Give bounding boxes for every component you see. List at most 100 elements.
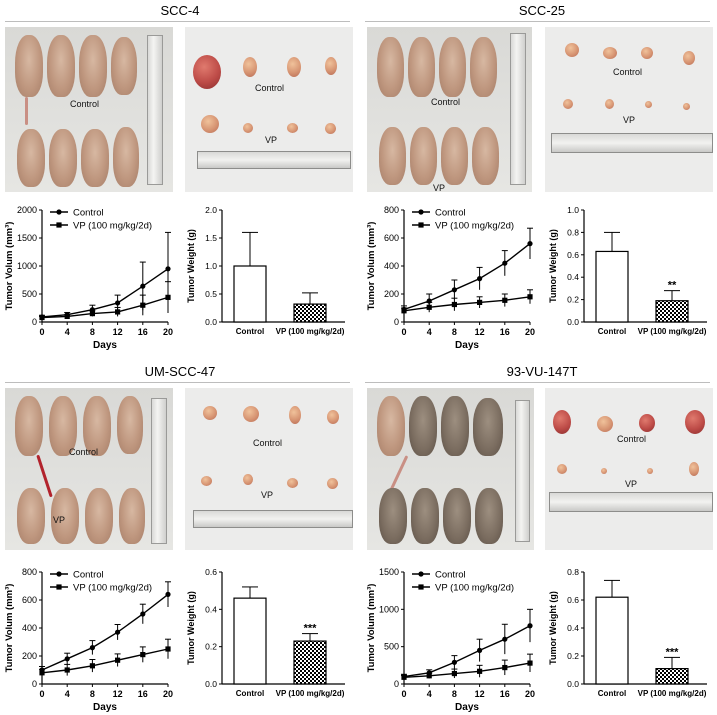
legend-label: VP (100 mg/kg/2d) xyxy=(73,221,152,232)
legend-marker xyxy=(56,222,62,228)
data-point xyxy=(115,629,121,635)
title-divider xyxy=(365,382,710,383)
mouse xyxy=(473,398,503,456)
series-line xyxy=(41,593,169,671)
y-tick-label: 1000 xyxy=(379,604,399,614)
tumor xyxy=(201,115,219,133)
mouse xyxy=(47,35,75,97)
tumor xyxy=(645,101,652,108)
x-tick-label: 20 xyxy=(525,689,535,699)
bar-chart-scc25: 0.0 0.2 0.4 0.6 0.8 1.0 Tumor Weight (g) Contro… xyxy=(548,205,707,336)
tumor xyxy=(287,57,301,77)
y-tick-label: 0 xyxy=(32,317,37,327)
title-divider xyxy=(5,382,350,383)
legend-label: Control xyxy=(435,208,466,219)
y-axis-label: Tumor Weight (g) xyxy=(548,591,558,665)
title-divider xyxy=(365,21,710,22)
photo-label-vp: VP xyxy=(53,515,66,525)
tumor xyxy=(287,478,298,488)
mouse xyxy=(379,127,406,185)
tumor xyxy=(327,478,338,489)
legend-marker xyxy=(418,222,424,228)
photo-label-vp: VP xyxy=(625,479,638,489)
data-point xyxy=(89,663,95,669)
bar xyxy=(233,265,267,323)
x-tick-label: 0 xyxy=(401,689,406,699)
y-tick-label: 0.2 xyxy=(205,642,217,652)
tumor xyxy=(605,99,614,109)
tumor xyxy=(325,123,336,134)
y-tick-label: 0.6 xyxy=(205,567,217,577)
tumor xyxy=(201,476,212,486)
mouse xyxy=(408,37,435,97)
x-axis-label: Days xyxy=(93,340,117,351)
x-tick-label: Control xyxy=(236,689,264,698)
mouse xyxy=(475,488,503,544)
data-point xyxy=(140,652,146,658)
legend-marker xyxy=(418,209,424,215)
data-point xyxy=(64,656,70,662)
y-axis-label: Tumor Volum (mm³) xyxy=(4,222,15,311)
x-tick-label: 0 xyxy=(39,689,44,699)
mouse xyxy=(377,396,405,456)
photo-label-vp: VP xyxy=(265,135,278,145)
data-point xyxy=(89,311,95,317)
tumor xyxy=(203,406,217,420)
y-tick-label: 0.6 xyxy=(567,250,579,260)
tumor-photo: Control VP xyxy=(545,388,713,550)
tumor xyxy=(243,57,257,77)
data-point xyxy=(89,645,95,651)
photo-label-control: Control xyxy=(617,434,647,444)
photo-label-control: Control xyxy=(69,447,99,457)
mouse xyxy=(15,396,43,456)
tumor xyxy=(565,43,579,57)
y-axis-label: Tumor Weight (g) xyxy=(186,229,196,303)
significance-label: *** xyxy=(304,623,318,635)
tumor xyxy=(601,468,607,474)
legend-marker xyxy=(56,584,62,590)
x-tick-label: 4 xyxy=(65,689,70,699)
legend-label: VP (100 mg/kg/2d) xyxy=(73,583,152,594)
legend-marker xyxy=(56,571,62,577)
y-tick-label: 2000 xyxy=(17,205,37,215)
mice-photo: Control VP xyxy=(367,27,532,192)
tumor xyxy=(325,57,337,75)
y-tick-label: 200 xyxy=(22,651,37,661)
data-point xyxy=(140,302,146,308)
data-point xyxy=(115,657,121,663)
data-point xyxy=(502,260,508,266)
mouse xyxy=(443,488,471,544)
x-tick-label: 20 xyxy=(163,327,173,337)
x-tick-label: 12 xyxy=(475,327,485,337)
x-tick-label: VP (100 mg/kg/2d) xyxy=(638,327,707,336)
mouse xyxy=(83,396,111,456)
tumor xyxy=(289,406,301,424)
tumor xyxy=(689,462,699,476)
bar-chart-scc4: 0.0 0.5 1.0 1.5 2.0 Tumor Weight (g) Control VP… xyxy=(186,205,345,336)
data-point xyxy=(451,670,457,677)
y-tick-label: 0.4 xyxy=(567,623,579,633)
legend-label: Control xyxy=(73,570,104,581)
legend-marker xyxy=(418,571,424,577)
mice-photo: Control VP xyxy=(5,388,173,550)
y-tick-label: 600 xyxy=(384,233,399,243)
mouse xyxy=(79,35,107,97)
x-tick-label: 8 xyxy=(90,327,95,337)
panel-title-scc25: SCC-25 xyxy=(518,3,566,18)
mouse xyxy=(49,396,77,456)
mouse xyxy=(113,127,139,187)
mouse xyxy=(409,396,437,456)
y-tick-label: 800 xyxy=(384,205,399,215)
photo-label-control: Control xyxy=(255,83,285,93)
y-tick-label: 1500 xyxy=(17,233,37,243)
x-tick-label: 4 xyxy=(427,327,432,337)
y-tick-label: 0.2 xyxy=(567,295,579,305)
tumor-photo: Control VP xyxy=(185,27,353,192)
mouse-tail xyxy=(25,97,28,125)
data-point xyxy=(477,668,483,674)
y-tick-label: 1500 xyxy=(379,567,399,577)
x-axis-label: Days xyxy=(93,702,117,713)
mouse xyxy=(470,37,497,97)
data-point xyxy=(401,674,407,680)
y-axis-label: Tumor Volum (mm³) xyxy=(366,584,377,673)
